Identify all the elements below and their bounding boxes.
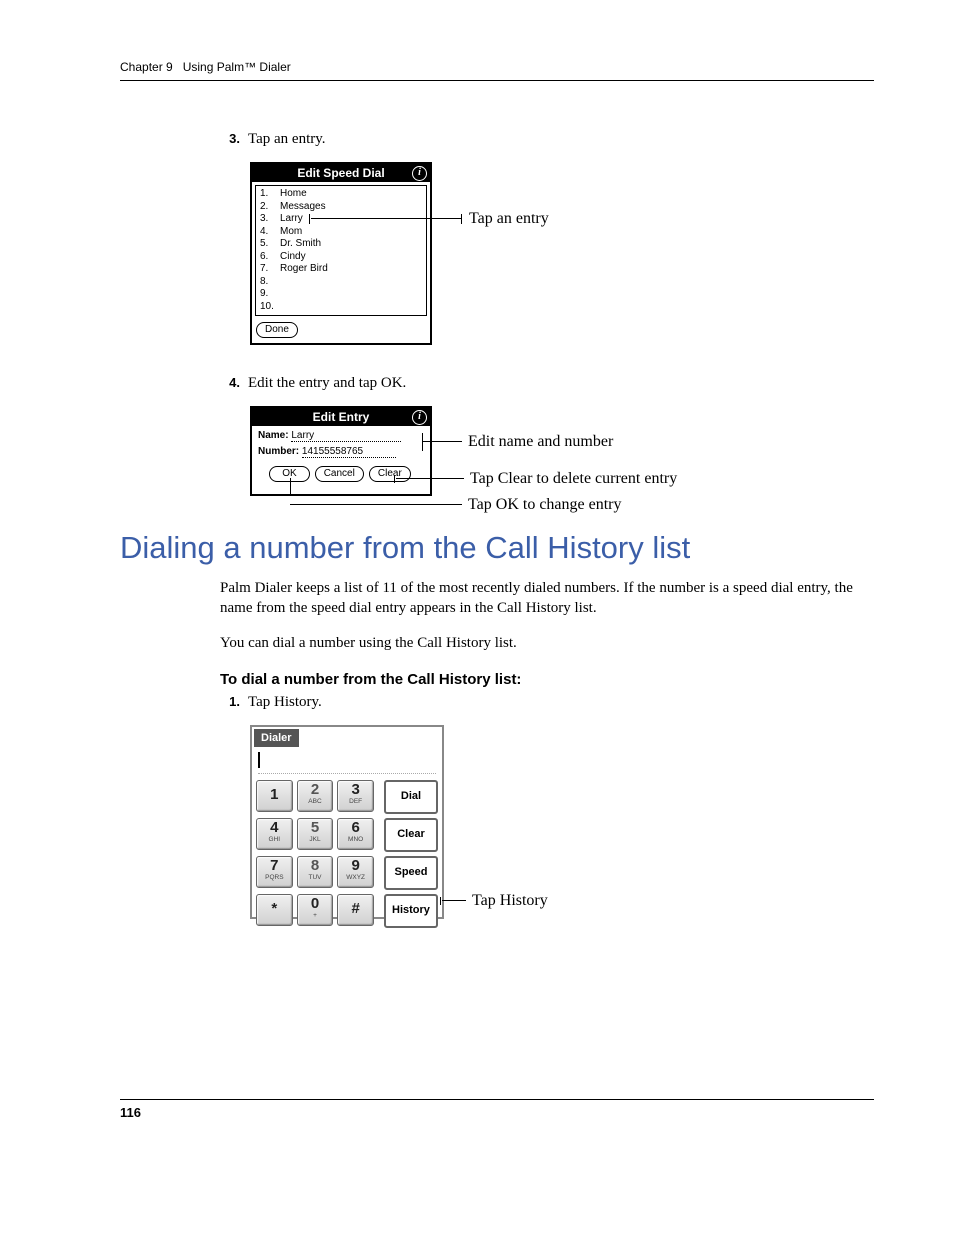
info-icon: i [412,166,427,181]
dial-input[interactable] [258,751,436,774]
page-header: Chapter 9 Using Palm™ Dialer [120,60,874,81]
dialpad-key-*[interactable]: * [256,894,293,926]
dialpad-key-1[interactable]: 1 [256,780,293,812]
dialpad-key-8[interactable]: 8TUV [297,856,334,888]
dialer-screen: Dialer 12ABC3DEF Dial 4GHI5JKL6MNO Clear 7PQ… [250,725,444,919]
dialpad-key-7[interactable]: 7PQRS [256,856,293,888]
dialpad-key-4[interactable]: 4GHI [256,818,293,850]
dialpad-key-6[interactable]: 6MNO [337,818,374,850]
history-button[interactable]: History [384,894,438,928]
dialer-tab[interactable]: Dialer [254,729,299,747]
procedure-heading: To dial a number from the Call History l… [220,671,874,688]
chapter-label: Chapter 9 [120,60,173,74]
info-icon: i [412,410,427,425]
name-label: Name: [258,430,289,441]
dialpad-key-2[interactable]: 2ABC [297,780,334,812]
step-text: Edit the entry and tap OK. [248,375,406,392]
page-footer: 116 [120,1099,874,1120]
speed-dial-entry[interactable]: Mom [280,226,302,239]
speed-button[interactable]: Speed [384,856,438,890]
callout-text: Tap Clear to delete current entry [470,470,677,488]
done-button[interactable]: Done [256,322,298,338]
callout-text: Tap History [472,892,548,910]
step-number: 1. [220,694,240,709]
number-label: Number: [258,446,299,457]
step-text: Tap an entry. [248,131,326,148]
screen-title: Edit Speed Dial i [252,164,430,182]
step-number: 4. [220,375,240,390]
step-text: Tap History. [248,694,322,711]
dialpad-key-9[interactable]: 9WXYZ [337,856,374,888]
cancel-button[interactable]: Cancel [315,466,364,482]
callout-text: Edit name and number [468,433,613,451]
dialpad-key-5[interactable]: 5JKL [297,818,334,850]
speed-dial-entry[interactable]: Larry [280,213,303,226]
number-field[interactable]: 14155558765 [302,446,396,458]
body-paragraph: Palm Dialer keeps a list of 11 of the mo… [220,578,874,619]
section-heading: Dialing a number from the Call History l… [120,530,874,566]
dialpad-key-3[interactable]: 3DEF [337,780,374,812]
speed-dial-entry[interactable]: Home [280,188,307,201]
page-number: 116 [120,1105,141,1120]
chapter-title: Using Palm™ Dialer [183,60,291,74]
name-field[interactable]: Larry [291,430,401,442]
clear-button[interactable]: Clear [384,818,438,852]
dial-button[interactable]: Dial [384,780,438,814]
edit-speed-dial-screen: Edit Speed Dial i 1.Home 2.Messages 3.La… [250,162,432,345]
callout-text: Tap an entry [469,210,549,228]
dialpad-key-#[interactable]: # [337,894,374,926]
speed-dial-entry[interactable]: Cindy [280,251,306,264]
speed-dial-entry[interactable]: Roger Bird [280,263,328,276]
speed-dial-entry[interactable]: Dr. Smith [280,238,321,251]
step-number: 3. [220,131,240,146]
body-paragraph: You can dial a number using the Call His… [220,633,874,653]
callout-text: Tap OK to change entry [468,496,622,514]
dialpad-key-0[interactable]: 0+ [297,894,334,926]
screen-title: Edit Entry i [252,408,430,426]
